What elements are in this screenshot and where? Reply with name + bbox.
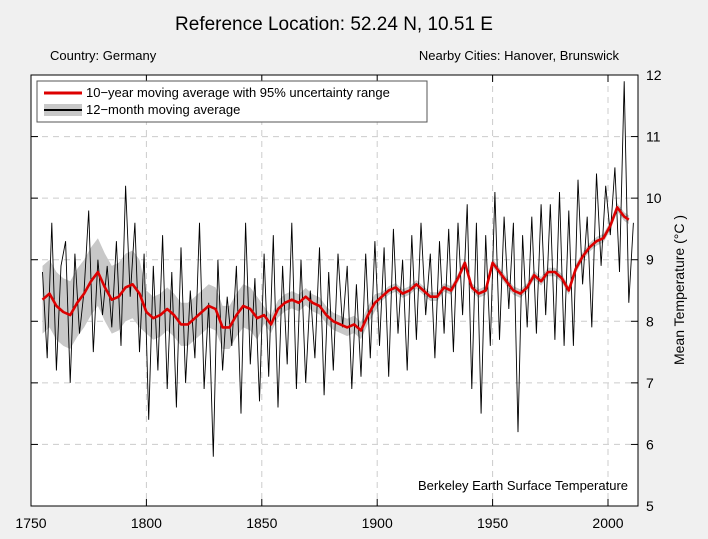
y-tick-label: 9	[646, 252, 654, 268]
plot-frame	[30, 74, 639, 507]
watermark-label: Berkeley Earth Surface Temperature	[418, 478, 628, 493]
y-axis: 5 6 7 8 9 10 11 12	[31, 67, 662, 514]
y-tick-label: 5	[646, 498, 654, 514]
legend-box	[36, 80, 428, 123]
y-tick-label: 11	[646, 129, 661, 145]
chart-title: Reference Location: 52.24 N, 10.51 E	[175, 14, 493, 35]
x-tick-label: 2000	[592, 515, 623, 531]
y-tick-label: 8	[646, 313, 654, 329]
x-axis: 1750 1800 1850 1900 1950 2000	[15, 75, 624, 531]
y-tick-label: 7	[646, 375, 654, 391]
x-tick-label: 1950	[477, 515, 508, 531]
y-tick-label: 10	[646, 190, 662, 206]
country-label: Country: Germany	[50, 48, 157, 63]
monthly-series	[42, 81, 634, 457]
x-tick-label: 1800	[131, 515, 162, 531]
y-axis-label: Mean Temperature (°C )	[671, 215, 687, 365]
y-tick-label: 6	[646, 436, 654, 452]
x-tick-label: 1850	[246, 515, 277, 531]
monthly-series-line	[42, 81, 634, 457]
y-tick-label: 12	[646, 67, 662, 83]
smooth-series-line	[41, 206, 630, 332]
legend-label-smooth: 10−year moving average with 95% uncertai…	[86, 85, 390, 100]
smooth-series	[41, 206, 630, 332]
legend-label-monthly: 12−month moving average	[86, 102, 240, 117]
x-tick-label: 1900	[362, 515, 393, 531]
legend: 10−year moving average with 95% uncertai…	[36, 80, 428, 123]
nearby-cities-label: Nearby Cities: Hanover, Brunswick	[419, 48, 620, 63]
x-tick-label: 1750	[15, 515, 46, 531]
